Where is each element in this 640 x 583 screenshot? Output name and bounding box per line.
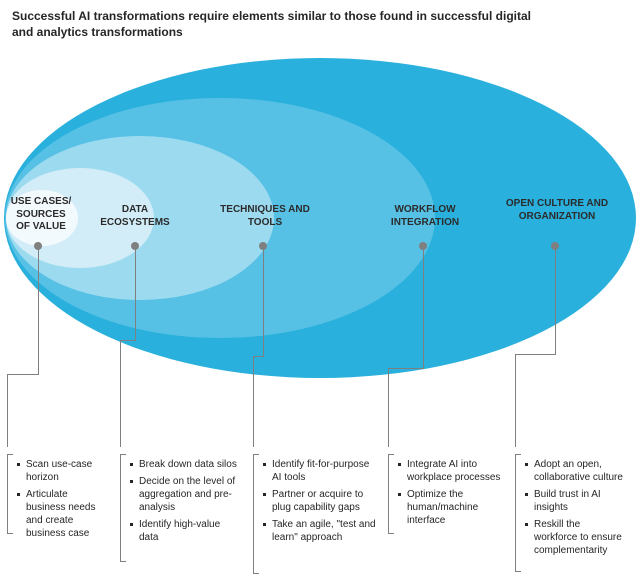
- bullet-list: Integrate AI into workplace processes Opt…: [398, 458, 503, 527]
- bullet-column: Identify fit-for-purpose AI tools Partner…: [251, 452, 386, 554]
- connector-line: [515, 354, 516, 447]
- connector-line: [7, 374, 39, 375]
- connector-line: [515, 354, 556, 355]
- connector-line: [555, 246, 556, 354]
- bullet-item: Adopt an open, collaborative culture: [525, 458, 626, 484]
- bullet-list: Identify fit-for-purpose AI tools Partner…: [263, 458, 376, 544]
- connector-line: [253, 356, 264, 357]
- bullet-item: Take an agile, "test and learn" approach: [263, 518, 376, 544]
- bracket: [253, 454, 259, 574]
- bullet-column: Adopt an open, collaborative culture Buil…: [513, 452, 636, 567]
- connector-line: [388, 368, 389, 447]
- layer-label: DATA ECOSYSTEMS: [95, 204, 175, 229]
- connector-line: [263, 246, 264, 356]
- nested-ellipse-diagram: USE CASES/ SOURCES OF VALUE DATA ECOSYSTE…: [0, 48, 640, 388]
- connector-line: [38, 246, 39, 374]
- bullet-item: Partner or acquire to plug capability ga…: [263, 488, 376, 514]
- layer-label: WORKFLOW INTEGRATION: [380, 204, 470, 229]
- bullet-list: Scan use-case horizon Articulate business…: [17, 458, 108, 540]
- bullet-item: Articulate business needs and create bus…: [17, 488, 108, 540]
- connector-line: [253, 356, 254, 447]
- connector-line: [388, 368, 424, 369]
- bullet-item: Optimize the human/machine interface: [398, 488, 503, 527]
- bullet-column: Integrate AI into workplace processes Opt…: [386, 452, 513, 537]
- bullet-item: Build trust in AI insights: [525, 488, 626, 514]
- connector-line: [7, 374, 8, 447]
- bracket: [515, 454, 521, 572]
- bullet-item: Integrate AI into workplace processes: [398, 458, 503, 484]
- connector-line: [120, 340, 136, 341]
- bullet-item: Identify high-value data: [130, 518, 241, 544]
- connector-line: [423, 246, 424, 368]
- bullet-item: Reskill the workforce to ensure compleme…: [525, 518, 626, 557]
- layer-label: TECHNIQUES AND TOOLS: [220, 204, 310, 229]
- bracket: [7, 454, 13, 534]
- bullet-column: Break down data silos Decide on the level…: [118, 452, 251, 554]
- layer-label: USE CASES/ SOURCES OF VALUE: [10, 196, 72, 234]
- connector-line: [120, 340, 121, 447]
- page-title: Successful AI transformations require el…: [12, 8, 532, 40]
- bracket: [120, 454, 126, 562]
- bullet-item: Decide on the level of aggregation and p…: [130, 475, 241, 514]
- bracket: [388, 454, 394, 534]
- bullet-column: Scan use-case horizon Articulate business…: [5, 452, 118, 550]
- layer-label: OPEN CULTURE AND ORGANIZATION: [498, 198, 616, 223]
- bullet-item: Break down data silos: [130, 458, 241, 471]
- bullet-list: Adopt an open, collaborative culture Buil…: [525, 458, 626, 557]
- bullet-item: Identify fit-for-purpose AI tools: [263, 458, 376, 484]
- bullet-item: Scan use-case horizon: [17, 458, 108, 484]
- connector-line: [135, 246, 136, 340]
- bullet-list: Break down data silos Decide on the level…: [130, 458, 241, 544]
